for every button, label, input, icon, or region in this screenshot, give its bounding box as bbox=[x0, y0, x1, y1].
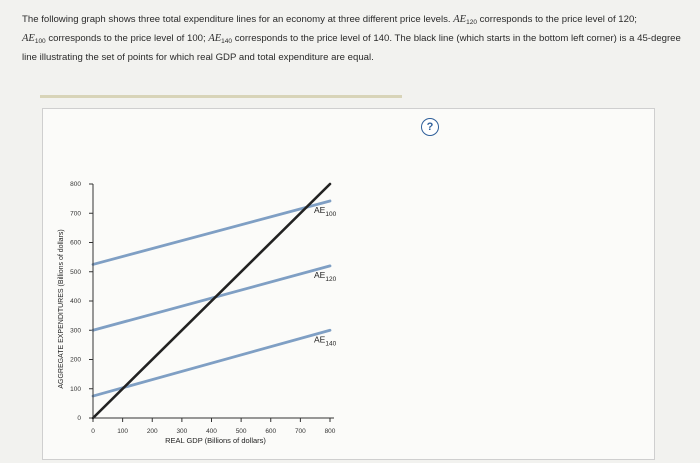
x-tick-label: 200 bbox=[147, 428, 158, 435]
label-ae-120: AE120 bbox=[314, 270, 337, 283]
help-icon: ? bbox=[426, 121, 434, 133]
question-part-3: corresponds to the price level of 100; bbox=[45, 33, 209, 44]
x-axis-ticks: 0 100 200 300 400 500 600 700 800 bbox=[91, 418, 336, 435]
y-tick-label: 500 bbox=[70, 269, 81, 276]
y-tick-label: 400 bbox=[70, 298, 81, 305]
y-tick-label: 100 bbox=[70, 386, 81, 393]
x-tick-label: 600 bbox=[265, 428, 276, 435]
y-tick-label: 800 bbox=[70, 181, 81, 188]
ae140-symbol: AE bbox=[208, 33, 222, 44]
label-ae-subscript: 140 bbox=[325, 340, 336, 347]
y-axis-label: AGGREGATE EXPENDITURES (Billions of doll… bbox=[58, 229, 65, 388]
line-45-degree[interactable] bbox=[91, 182, 332, 420]
ae100-subscript: 100 bbox=[34, 38, 46, 45]
ae120-subscript: 120 bbox=[466, 19, 477, 26]
line-ae-100[interactable] bbox=[91, 199, 332, 266]
y-tick-label: 700 bbox=[70, 210, 81, 217]
x-tick-label: 500 bbox=[236, 428, 247, 435]
label-ae-subscript: 100 bbox=[325, 211, 336, 218]
ae120-symbol: AE bbox=[453, 14, 467, 25]
line-ae-140[interactable] bbox=[91, 328, 332, 398]
question-text: The following graph shows three total ex… bbox=[22, 12, 682, 66]
x-tick-label: 800 bbox=[325, 428, 336, 435]
help-button[interactable]: ? bbox=[421, 118, 439, 136]
label-ae-100: AE100 bbox=[314, 205, 337, 218]
question-part-2: corresponds to the price level of 120; bbox=[476, 14, 637, 25]
y-tick-label: 200 bbox=[70, 357, 81, 364]
x-tick-label: 700 bbox=[295, 428, 306, 435]
y-tick-label: 600 bbox=[70, 240, 81, 247]
x-axis-label: REAL GDP (Billions of dollars) bbox=[165, 436, 266, 445]
ae140-subscript: 140 bbox=[221, 38, 233, 45]
line-ae-120[interactable] bbox=[91, 264, 332, 332]
x-tick-label: 300 bbox=[176, 428, 187, 435]
x-tick-label: 100 bbox=[117, 428, 128, 435]
graph-panel bbox=[42, 108, 655, 460]
label-ae-subscript: 120 bbox=[325, 276, 336, 283]
y-tick-label: 300 bbox=[70, 327, 81, 334]
label-ae-140: AE140 bbox=[314, 334, 337, 347]
ae100-symbol: AE bbox=[22, 33, 35, 44]
y-tick-label: 0 bbox=[77, 415, 81, 422]
x-tick-label: 400 bbox=[206, 428, 217, 435]
question-part-4: corresponds to the price level of 140. T… bbox=[22, 33, 681, 63]
x-tick-label: 0 bbox=[91, 428, 95, 435]
chart-lines bbox=[91, 182, 332, 420]
label-ae-symbol: AE bbox=[314, 205, 326, 215]
label-ae-symbol: AE bbox=[314, 270, 326, 280]
divider bbox=[40, 95, 402, 98]
label-ae-symbol: AE bbox=[314, 334, 326, 344]
question-part-1: The following graph shows three total ex… bbox=[22, 14, 454, 25]
y-axis-ticks: 0 100 200 300 400 500 600 700 800 bbox=[70, 181, 93, 422]
